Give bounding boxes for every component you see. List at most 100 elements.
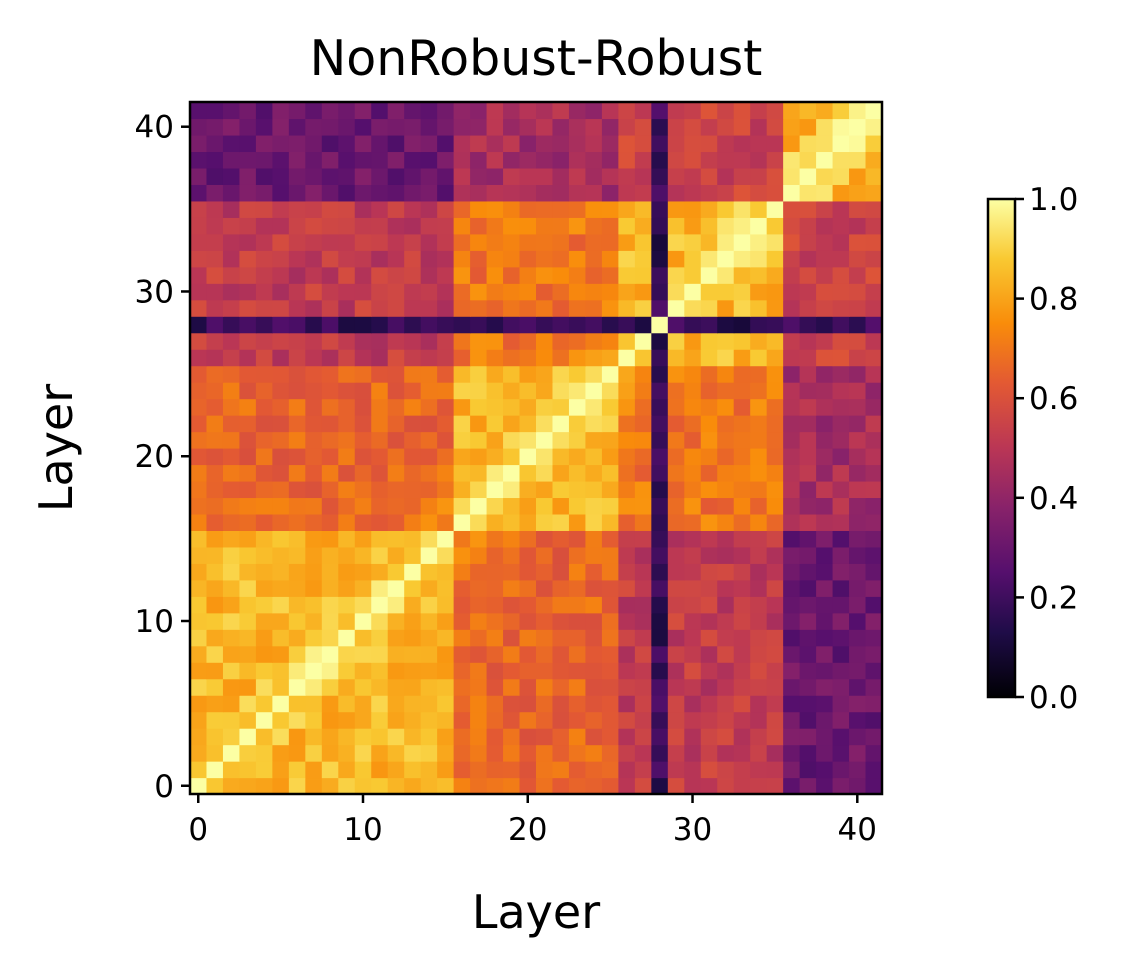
heatmap-cell <box>354 316 372 334</box>
heatmap-cell <box>552 777 570 795</box>
heatmap-cell <box>552 448 570 466</box>
heatmap-cell <box>486 382 504 400</box>
heatmap-cell <box>684 200 702 218</box>
heatmap-cell <box>634 464 652 482</box>
heatmap-cell <box>321 662 339 680</box>
heatmap-cell <box>470 118 488 136</box>
heatmap-cell <box>568 761 587 779</box>
heatmap-cell <box>470 349 488 367</box>
heatmap-cell <box>849 695 867 713</box>
heatmap-cell <box>832 299 850 317</box>
heatmap-cell <box>404 398 422 416</box>
heatmap-cell <box>601 728 619 746</box>
x-axis-ticks: 0 10 20 30 40 <box>188 794 877 848</box>
heatmap-cell <box>519 382 537 400</box>
heatmap-cell <box>585 497 603 515</box>
heatmap-cell <box>816 678 834 696</box>
heatmap-cell <box>601 546 619 564</box>
heatmap-cell <box>601 711 619 729</box>
heatmap-cell <box>700 283 718 301</box>
heatmap-cell <box>206 332 224 350</box>
heatmap-cell <box>618 513 636 531</box>
heatmap-cell <box>239 678 257 696</box>
heatmap-cell <box>634 777 652 795</box>
heatmap-cell <box>733 332 751 350</box>
heatmap-cell <box>503 382 521 400</box>
heatmap-cell <box>519 184 537 202</box>
heatmap-cell <box>190 645 208 663</box>
heatmap-cell <box>519 102 537 120</box>
heatmap-cell <box>371 612 389 630</box>
heatmap-cell <box>799 448 817 466</box>
heatmap-cell <box>239 480 257 499</box>
heatmap-cell <box>272 167 290 185</box>
heatmap-cell <box>206 662 224 680</box>
heatmap-cell <box>321 283 339 301</box>
heatmap-cell <box>222 448 241 466</box>
heatmap-cell <box>255 134 273 153</box>
heatmap-cell <box>305 167 323 185</box>
heatmap-cell <box>404 151 422 169</box>
heatmap-cell <box>667 365 685 383</box>
heatmap-cell <box>519 217 537 235</box>
heatmap-cell <box>371 332 389 350</box>
heatmap-cell <box>585 167 603 185</box>
heatmap-cell <box>371 629 389 647</box>
heatmap-cell <box>404 761 422 779</box>
heatmap-cell <box>486 349 504 367</box>
heatmap-cell <box>667 349 685 367</box>
heatmap-cell <box>503 233 521 251</box>
heatmap-cell <box>338 316 356 334</box>
heatmap-cell <box>634 217 652 235</box>
heatmap-cell <box>585 546 603 564</box>
heatmap-cell <box>321 316 339 334</box>
heatmap-cell <box>503 118 521 136</box>
heatmap-cell <box>849 711 867 729</box>
heatmap-cell <box>733 316 751 334</box>
heatmap-cell <box>255 761 273 779</box>
heatmap-cell <box>305 151 323 169</box>
heatmap-cell <box>387 513 405 531</box>
heatmap-cell <box>733 349 751 367</box>
heatmap-cell <box>618 563 636 581</box>
heatmap-cell <box>305 398 323 416</box>
heatmap-cell <box>239 398 257 416</box>
heatmap-cell <box>453 480 471 499</box>
heatmap-cell <box>832 728 850 746</box>
heatmap-cell <box>371 464 389 482</box>
heatmap-cell <box>338 480 356 499</box>
heatmap-cell <box>321 365 339 383</box>
heatmap-cell <box>519 200 537 218</box>
heatmap-cell <box>684 217 702 235</box>
heatmap-cell <box>783 382 801 400</box>
heatmap-cell <box>832 184 850 202</box>
heatmap-cell <box>437 184 455 202</box>
heatmap-cell <box>667 233 685 251</box>
heatmap-cell <box>816 134 834 153</box>
heatmap-cell <box>387 645 405 663</box>
heatmap-cell <box>700 431 718 449</box>
heatmap-cell <box>865 761 883 779</box>
heatmap-cell <box>321 464 339 482</box>
heatmap-cell <box>865 448 883 466</box>
heatmap-cell <box>783 728 801 746</box>
heatmap-cell <box>816 711 834 729</box>
heatmap-cell <box>750 167 768 185</box>
heatmap-cell <box>750 431 768 449</box>
heatmap-cell <box>272 744 290 762</box>
heatmap-cell <box>305 233 323 251</box>
heatmap-cell <box>684 151 702 169</box>
heatmap-cell <box>684 365 702 383</box>
heatmap-cell <box>272 398 290 416</box>
heatmap-cell <box>387 777 405 795</box>
heatmap-cell <box>404 200 422 218</box>
heatmap-cell <box>255 497 273 515</box>
heatmap-cell <box>733 184 751 202</box>
heatmap-cell <box>437 134 455 153</box>
heatmap-cell <box>634 266 652 284</box>
heatmap-cell <box>667 728 685 746</box>
heatmap-cell <box>651 777 669 795</box>
heatmap-cell <box>684 596 702 614</box>
heatmap-cell <box>387 151 405 169</box>
heatmap-cell <box>667 316 685 334</box>
